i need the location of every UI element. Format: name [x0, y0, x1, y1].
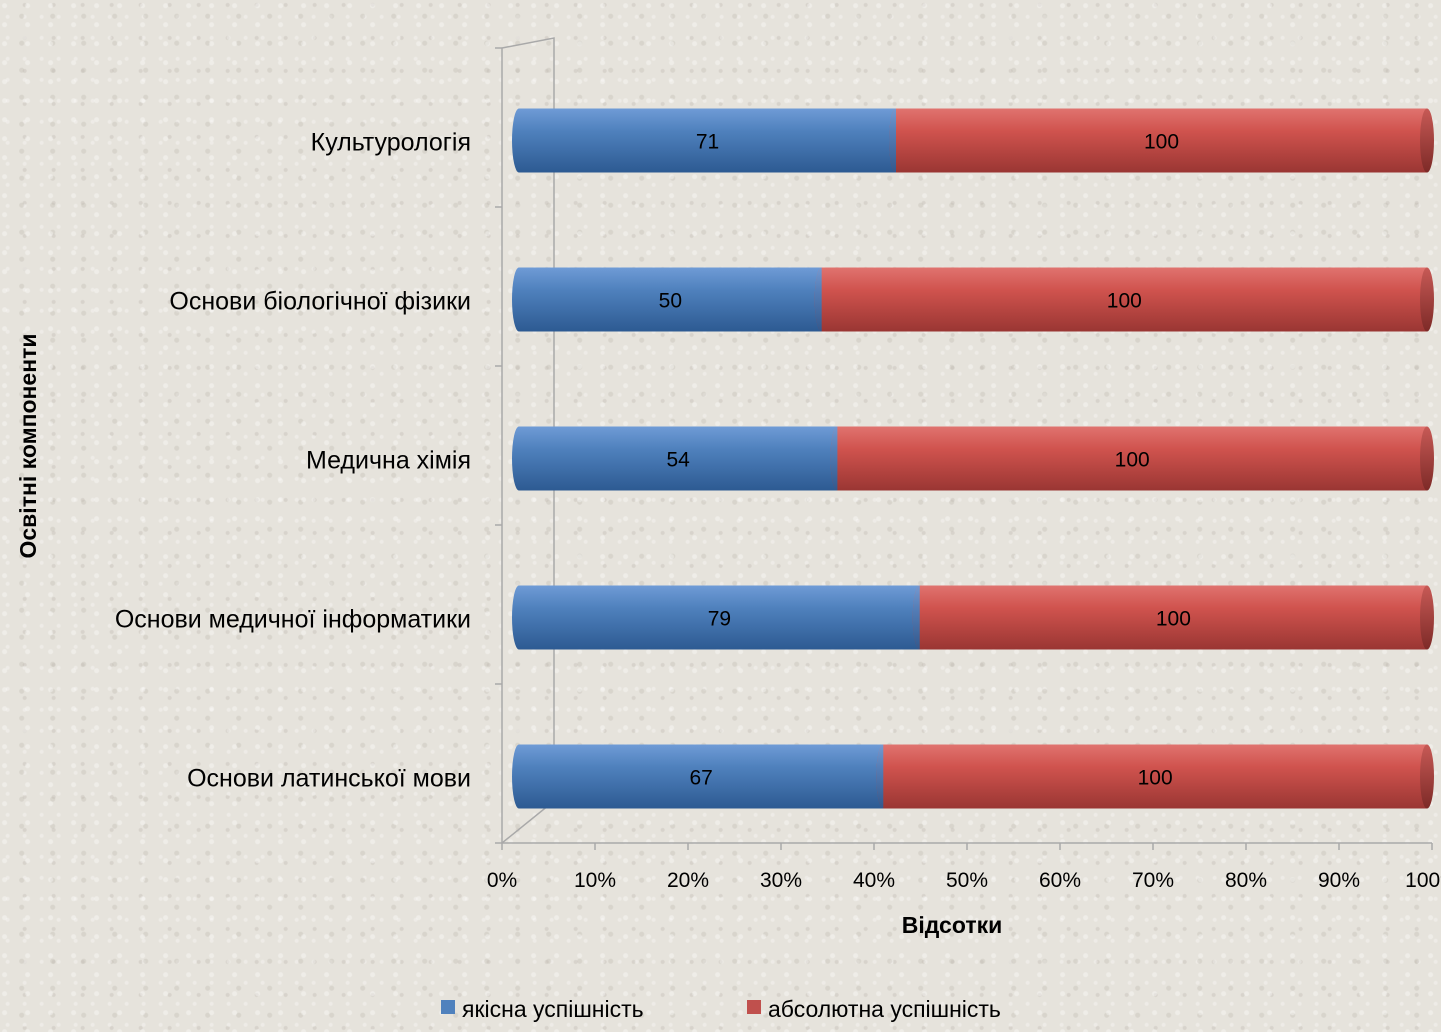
- side-wall: [501, 37, 555, 844]
- data-label: 79: [708, 608, 731, 631]
- x-tick-label: 90%: [1318, 869, 1360, 892]
- bar-cap-start: [512, 585, 526, 650]
- data-label: 50: [659, 290, 682, 313]
- x-tick-label: 100%: [1405, 869, 1441, 892]
- bar-cap-start: [512, 267, 526, 332]
- data-label: 67: [689, 767, 712, 790]
- category-label: Культурологія: [311, 129, 471, 157]
- bar-cap-start: [512, 108, 526, 173]
- x-tick-label: 20%: [667, 869, 709, 892]
- x-tick-label: 80%: [1225, 869, 1267, 892]
- legend-swatch-series-1: [441, 1000, 455, 1014]
- bar-cap-end: [1420, 267, 1434, 332]
- bar-segment: [919, 585, 1427, 650]
- data-label: 54: [667, 449, 691, 472]
- bar-segment: [821, 267, 1427, 332]
- category-label: Основи латинської мови: [187, 765, 471, 793]
- bar-segment: [519, 585, 920, 650]
- x-tick-label: 30%: [760, 869, 802, 892]
- bar-cap-end: [1420, 426, 1434, 491]
- bar-segment: [519, 426, 838, 491]
- category-label: Основи біологічної фізики: [169, 288, 471, 316]
- data-label: 100: [1115, 449, 1150, 472]
- legend-label-series-1: якісна успішність: [462, 996, 644, 1022]
- bar-cap-start: [512, 426, 526, 491]
- x-tick-label: 0%: [487, 869, 517, 892]
- x-tick-label: 70%: [1132, 869, 1174, 892]
- legend-label-series-2: абсолютна успішність: [768, 996, 1001, 1022]
- x-tick-label: 10%: [574, 869, 616, 892]
- category-label: Медична хімія: [306, 447, 471, 475]
- bar-segment: [519, 744, 884, 809]
- x-tick-label: 60%: [1039, 869, 1081, 892]
- data-label: 100: [1107, 290, 1142, 313]
- bar-segment: [519, 267, 822, 332]
- bar-cap-end: [1420, 585, 1434, 650]
- bar-cap-end: [1420, 108, 1434, 173]
- data-label: 100: [1156, 608, 1191, 631]
- x-tick-label: 50%: [946, 869, 988, 892]
- x-axis-title: Відсотки: [902, 912, 1002, 938]
- bar-cap-end: [1420, 744, 1434, 809]
- category-label: Основи медичної інформатики: [115, 606, 471, 634]
- bar-cap-start: [512, 744, 526, 809]
- bar-segment: [883, 744, 1427, 809]
- legend-swatch-series-2: [747, 1000, 761, 1014]
- data-label: 71: [696, 131, 719, 154]
- legend: якісна успішність абсолютна успішність: [441, 996, 1001, 1022]
- data-label: 100: [1138, 767, 1173, 790]
- data-label: 100: [1144, 131, 1179, 154]
- y-axis-title: Освітні компоненти: [15, 333, 41, 558]
- bar-segment: [837, 426, 1427, 491]
- x-tick-label: 40%: [853, 869, 895, 892]
- bar-segment: [896, 108, 1427, 173]
- bar-segment: [519, 108, 897, 173]
